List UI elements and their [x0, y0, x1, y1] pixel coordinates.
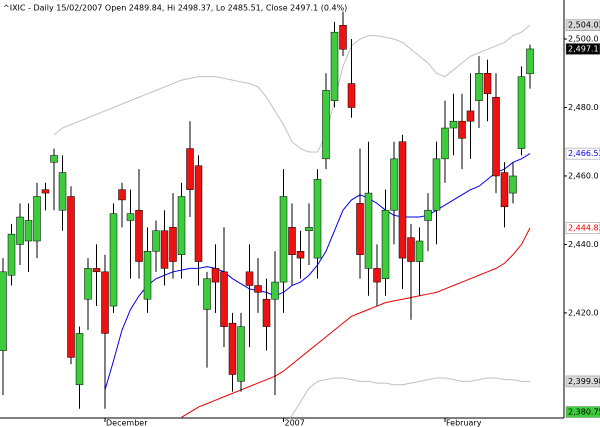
- candle-body: [262, 298, 271, 327]
- candle-body: [118, 189, 126, 201]
- candle-body: [458, 120, 466, 139]
- indicator-line: [181, 227, 531, 418]
- candle-body: [492, 96, 500, 177]
- candle-body: [211, 268, 220, 283]
- candle-body: [58, 172, 67, 211]
- candle-body: [517, 76, 526, 149]
- candle-body: [415, 240, 424, 262]
- value-label: 2,399.98: [568, 377, 600, 386]
- value-label-box: [565, 222, 600, 234]
- candle-body: [84, 268, 92, 300]
- candle-body: [33, 196, 41, 242]
- candle-body: [279, 196, 288, 283]
- value-label: 2,380.75: [568, 408, 600, 417]
- candle-body: [441, 127, 449, 160]
- candle-body: [186, 148, 194, 190]
- y-tick-label: 2,440.0: [568, 240, 599, 249]
- candle-body: [322, 90, 330, 160]
- x-tick-label: 2007: [285, 419, 305, 427]
- plot-area: [0, 11, 534, 418]
- candle-body: [500, 172, 509, 208]
- y-tick-label: 2,460.0: [568, 171, 599, 180]
- candle-body: [407, 237, 415, 262]
- candle-body: [432, 158, 441, 211]
- candle-body: [194, 165, 203, 262]
- candle-body: [271, 281, 279, 300]
- candle-body: [296, 251, 305, 259]
- candle-body: [339, 25, 347, 50]
- candle-body: [109, 213, 118, 307]
- candle-body: [50, 155, 58, 163]
- candle-body: [16, 216, 24, 245]
- candle-body: [483, 73, 492, 95]
- candle-body: [41, 189, 50, 194]
- candle-body: [313, 179, 322, 259]
- candle-body: [381, 209, 390, 279]
- value-label-box: [565, 147, 600, 160]
- candle-body: [364, 192, 373, 269]
- candle-body: [237, 326, 245, 382]
- candle-body: [75, 333, 84, 386]
- candle-body: [373, 268, 381, 283]
- candle-body: [245, 271, 254, 286]
- candle-body: [203, 278, 211, 310]
- candle-body: [7, 233, 16, 276]
- value-label-box: [565, 406, 600, 418]
- candle-body: [424, 209, 432, 221]
- indicator-line: [53, 24, 531, 153]
- candle-body: [509, 175, 517, 194]
- candle-body: [152, 230, 160, 252]
- candle-body: [390, 158, 398, 211]
- candle-body: [101, 271, 109, 334]
- x-tick-label: December: [106, 419, 148, 427]
- candle-body: [177, 196, 186, 255]
- y-tick-label: 2,420.0: [568, 308, 599, 317]
- value-label-box: [565, 43, 600, 55]
- candle-body: [169, 227, 177, 262]
- candle-body: [220, 271, 228, 327]
- candle-body: [0, 271, 7, 351]
- candle-body: [92, 268, 101, 273]
- value-label-box: [565, 375, 600, 388]
- candle-body: [466, 110, 475, 122]
- y-tick-label: 2,480.0: [568, 103, 599, 112]
- candle-body: [228, 322, 237, 375]
- y-tick-label: 2,500.0: [568, 35, 599, 44]
- candle-body: [398, 141, 407, 259]
- candle-body: [135, 209, 143, 262]
- candle-body: [67, 196, 75, 358]
- value-label: 2,444.83: [568, 223, 600, 232]
- candle-body: [449, 120, 458, 129]
- indicator-line: [289, 377, 531, 418]
- candle-body: [126, 213, 135, 221]
- x-tick-label: February: [446, 419, 482, 427]
- candle-body: [143, 251, 152, 300]
- candle-body: [330, 31, 339, 101]
- candle-body: [160, 230, 169, 269]
- chart-title: ^IXIC - Daily 15/02/2007 Open 2489.84, H…: [3, 4, 347, 13]
- candle-body: [24, 220, 33, 242]
- value-label: 2,497.1: [568, 44, 599, 53]
- value-label: 2,466.53: [568, 149, 600, 158]
- candle-body: [347, 83, 356, 108]
- value-label: 2,504.03: [568, 21, 600, 30]
- value-label-box: [565, 19, 600, 31]
- candle-body: [288, 227, 296, 255]
- candle-body: [526, 48, 534, 75]
- candle-body: [254, 285, 262, 293]
- candle-body: [305, 227, 313, 231]
- candle-body: [475, 73, 483, 101]
- candle-body: [356, 203, 364, 255]
